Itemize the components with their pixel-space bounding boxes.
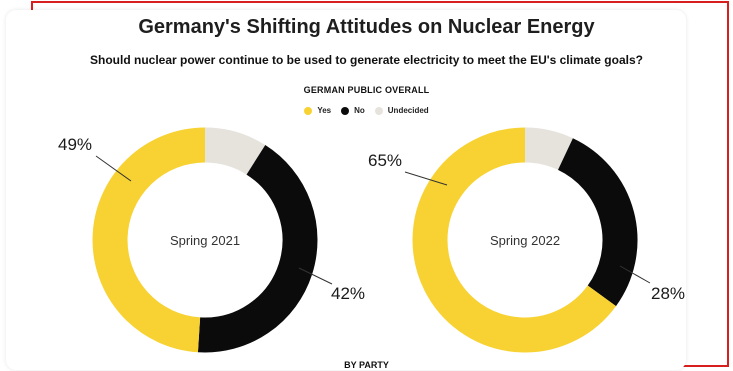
donut-2-leader-line-1 (404, 171, 448, 186)
donut-1-slice-no (197, 145, 318, 353)
legend-label-no: No (354, 106, 365, 115)
legend-swatch-yes (304, 106, 313, 115)
legend: Yes No Undecided (0, 106, 733, 115)
legend-swatch-no (341, 106, 350, 115)
legend-swatch-undecided (374, 106, 383, 115)
chart-title: Germany's Shifting Attitudes on Nuclear … (138, 16, 595, 38)
donut-1-center-label: Spring 2021 (170, 233, 240, 248)
donut-2-data-label-2: 28% (651, 284, 685, 303)
chart-subtitle: Should nuclear power continue to be used… (90, 53, 643, 67)
donut-1-data-label-2: 42% (331, 284, 365, 303)
donut-2-slice-undecided (524, 127, 573, 171)
legend-label-yes: Yes (317, 106, 332, 115)
donut-1-slice-yes (92, 127, 206, 353)
donut-2-leader-line-2 (619, 265, 651, 284)
donut-1-leader-line-1 (95, 155, 132, 182)
donut-2-slice-no (557, 138, 638, 307)
donut-2-center-label: Spring 2022 (490, 233, 560, 248)
donut-2-data-label-1: 65% (368, 151, 402, 170)
donut-1-data-label-1: 49% (58, 135, 92, 154)
legend-item-yes: Yes (304, 106, 331, 115)
donut-1-slice-undecided (204, 127, 266, 175)
legend-item-undecided: Undecided (374, 106, 429, 115)
section-label: GERMAN PUBLIC OVERALL (303, 85, 430, 95)
donut-2-slice-yes (412, 127, 616, 353)
donut-1-leader-line-2 (298, 267, 333, 285)
legend-item-no: No (341, 106, 365, 115)
by-party-label: BY PARTY (344, 360, 389, 370)
legend-label-undecided: Undecided (387, 106, 429, 115)
